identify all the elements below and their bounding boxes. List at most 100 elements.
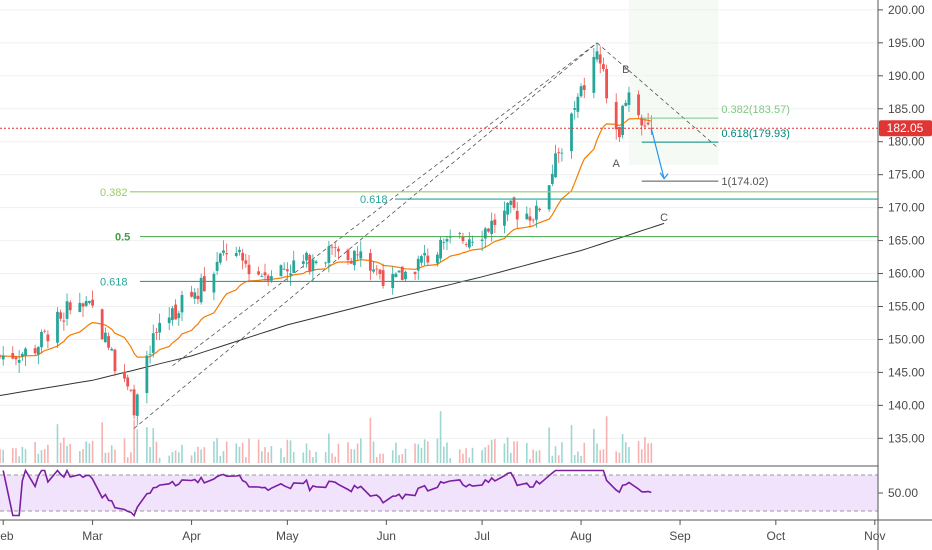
volume-bar [583,442,586,463]
candle [110,347,114,351]
candle [20,351,24,361]
fib-levels: 0.382 0.618 0.5 0.618 0.382(183.57) 0.618(179… [100,104,878,288]
candle [471,235,474,247]
candle [480,230,484,252]
candle [400,266,404,281]
rsi-line [2,468,652,517]
candle [483,226,487,249]
candle [394,272,398,278]
candle [624,99,628,107]
candle [509,200,513,214]
candle [151,324,155,358]
candle [260,273,264,278]
volume-bar [292,452,295,463]
volume-bar [650,443,653,463]
volume-bar [63,437,65,463]
volume-bar [573,454,576,463]
candle [349,257,353,264]
volume-bar [414,443,416,463]
time-axis[interactable]: Feb Mar Apr May Jun Jul Aug Sep Oct Nov [0,520,885,543]
candle [158,313,162,341]
volume-bar [356,443,359,463]
candle [244,253,248,268]
candle [123,363,126,383]
candle [292,250,296,274]
candle [155,327,158,341]
volume-bar [146,427,148,463]
price-tick-label: 140.00 [888,398,925,412]
price-tick-label: 200.00 [888,3,925,17]
volume-bar [11,448,14,463]
candle [464,242,468,248]
volume-bar [347,442,349,463]
wave-label: A [613,158,621,170]
candle [11,346,15,360]
volume-bar [312,457,314,463]
volume-bar [551,455,554,463]
volume-bar [337,443,340,463]
volume-bar [177,452,180,463]
candle [59,309,63,322]
volume-bar [577,451,579,463]
volume-bar [171,452,174,463]
volume-bar [375,456,378,463]
volume-bar [423,439,426,463]
volume-bar [66,446,68,463]
candle [503,201,506,234]
candle [314,259,318,265]
price-tick-label: 170.00 [888,201,925,215]
candle [148,345,152,364]
volume-bar [526,442,528,463]
volume-bar [155,441,158,463]
candle [372,261,375,274]
volume-bar [203,447,206,463]
volume-bar [379,453,381,463]
rsi-band [0,475,878,511]
candle [592,47,596,99]
volume-bar [158,457,161,463]
candle [180,290,184,322]
volume-bar [305,443,308,463]
sma-200-line [0,222,665,396]
time-tick-label: Sep [669,529,691,543]
volume-bar [222,451,225,463]
volume-bar [401,454,404,463]
volume-bar [91,440,94,463]
candle [643,117,647,130]
fib-extension-label: 0.618(179.93) [721,128,790,140]
volume-bar [59,442,62,463]
candle [40,329,43,354]
candle [311,254,315,281]
candle [506,202,510,222]
volume-bar [104,452,107,463]
fan-lines [133,42,719,429]
volume-bar [136,429,139,463]
volume-bar [535,451,538,463]
volume-bar [557,455,560,463]
volume-bar [289,440,292,463]
rsi-axis[interactable]: 50.00 [878,486,918,500]
current-price-badge: 182.05 [879,120,932,137]
time-tick-label: Apr [182,529,201,543]
fan-line [596,42,719,149]
volume-bar [490,439,493,463]
candle [212,271,216,301]
volume-bar [350,449,352,463]
volume-bar [331,453,333,463]
candlesticks [0,42,653,426]
fib-retracement-label: 0.382 [100,187,128,199]
volume-bar [219,456,222,463]
candle [582,77,586,99]
candle [391,266,395,295]
price-tick-label: 190.00 [888,69,925,83]
candle [78,292,82,313]
volume-bar [37,453,40,463]
price-tick-label: 195.00 [888,36,925,50]
candle [218,252,222,265]
volume-bar [216,438,218,463]
volume-bar [596,443,598,463]
candle [356,246,359,260]
price-axis[interactable]: 200.00 195.00 190.00 185.00 180.00 175.00 170.… [878,3,925,445]
volume-bar [15,448,17,463]
